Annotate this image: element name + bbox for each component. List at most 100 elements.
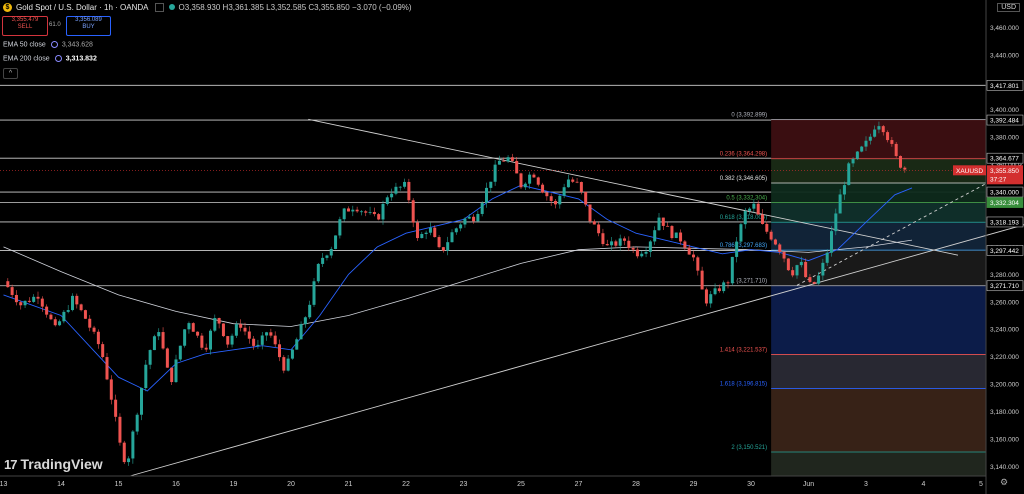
candle-body [510,157,514,161]
candle [903,166,907,173]
y-tick-label: 3,380.000 [990,135,1019,142]
candle-body [6,281,10,288]
candle-body [778,244,782,252]
candle-body [62,311,66,322]
candle [515,157,519,174]
y-tick-label: 3,400.000 [990,107,1019,114]
candle-body [661,217,665,226]
candle-body [14,294,18,303]
candle-body [454,228,458,233]
candle-body [687,247,691,255]
candle-body [860,146,864,152]
candle-body [782,251,786,259]
candle-body [808,277,812,282]
candle [700,266,704,290]
candle-body [45,306,49,315]
candle [709,290,713,308]
candle [441,246,445,253]
candle [303,316,307,328]
candle-body [549,196,553,201]
candle-body [144,364,148,389]
candle-body [127,458,131,463]
currency-label[interactable]: USD [997,3,1020,12]
candle [359,210,363,216]
candle-body [398,186,402,188]
price-level-badge-box [986,280,1024,292]
candle [10,284,14,298]
trendline [308,118,959,256]
candle [541,182,545,194]
candle-body [282,357,286,371]
sell-button[interactable]: 3,355.479 SELL [2,16,48,36]
candle-body [342,208,346,220]
candle [368,206,372,215]
candle [355,206,359,213]
candle [131,430,135,464]
candle-body [157,332,161,337]
candle [226,335,230,348]
ema200-legend[interactable]: EMA 200 close 3,313.832 [3,55,97,62]
candle [786,258,790,272]
candle-body [903,167,907,170]
candle [657,212,661,231]
candle [549,193,553,206]
current-price-value: 3,355.850 [990,168,1019,175]
candle [127,456,131,466]
candle-body [704,289,708,304]
candle-body [623,238,626,241]
candle-body [566,179,570,188]
candle-body [459,224,463,229]
candle-body [847,163,851,186]
candle [209,328,212,355]
candle-body [804,261,808,278]
candle [234,321,238,339]
candle [873,125,877,138]
ema50-legend[interactable]: EMA 50 close 3,343.628 [3,41,93,48]
ema50-settings-icon[interactable] [50,41,58,48]
candle-body [135,414,139,432]
candle-body [545,192,549,197]
candle-body [161,332,165,349]
candle [351,205,355,217]
candle-body [748,208,752,211]
candle [773,238,777,246]
candle-body [575,181,579,183]
candle-body [584,191,588,205]
candle-body [894,143,898,157]
candle [459,223,463,232]
candle-body [506,157,510,162]
symbol-title[interactable]: Gold Spot / U.S. Dollar · 1h · OANDA [16,2,149,12]
candle [894,142,898,158]
price-level-badge: 3,332.304 [986,197,1024,208]
candle [592,219,596,225]
candle [14,290,18,306]
x-tick-label: 23 [460,481,468,488]
ema200-settings-icon[interactable] [54,55,62,62]
buy-button[interactable]: 3,356.089 BUY [66,16,111,36]
price-level-badge-text: 3,392.484 [990,118,1019,125]
candle-body [269,332,273,336]
x-tick-label: 15 [115,481,123,488]
fib-level-label: 1.414 (3,221.537) [720,348,767,354]
collapse-chevron-icon[interactable]: ^ [3,68,18,79]
candle [308,300,312,319]
candle [704,287,708,307]
candle-body [446,242,450,251]
candle-body [213,318,217,331]
settings-icon[interactable]: ⚙ [1000,477,1009,487]
candle-body [605,244,609,246]
fib-zone [771,202,986,223]
fib-zone [771,222,986,251]
candle-body [769,231,773,240]
y-tick-label: 3,260.000 [990,299,1019,306]
candle [157,328,161,341]
candle [269,328,273,338]
candle-body [441,247,445,251]
candle [433,225,437,238]
candle [545,190,549,201]
candle [256,339,260,349]
ema50-value: 3,343.628 [61,41,93,49]
candle-body [528,174,532,184]
candle [45,304,49,318]
